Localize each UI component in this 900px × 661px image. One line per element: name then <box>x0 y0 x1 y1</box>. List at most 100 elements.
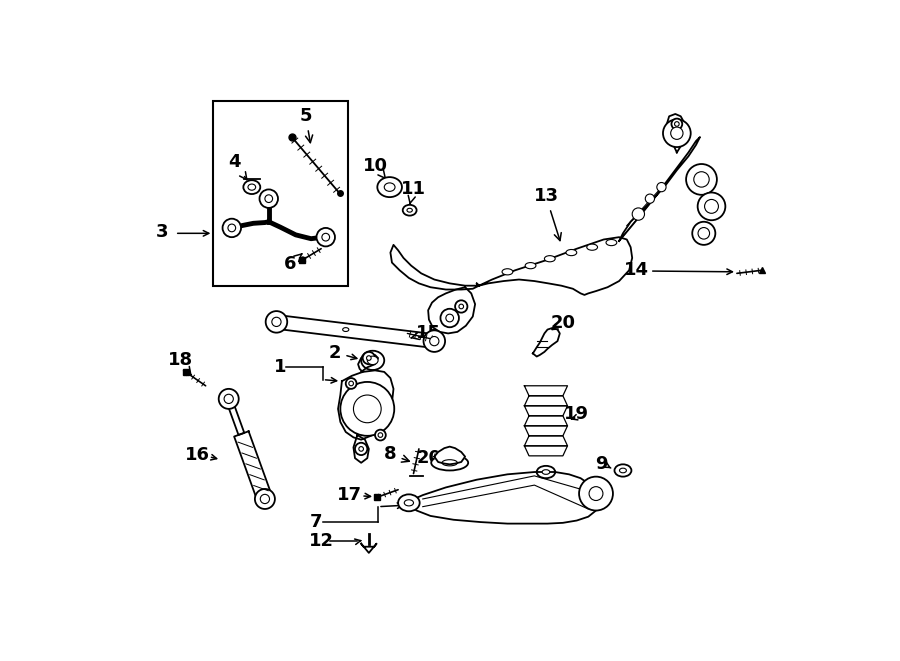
Ellipse shape <box>566 249 577 256</box>
Circle shape <box>429 336 439 346</box>
Circle shape <box>705 200 718 214</box>
Ellipse shape <box>343 328 349 332</box>
Circle shape <box>266 311 287 332</box>
Ellipse shape <box>526 262 536 269</box>
Text: 3: 3 <box>157 223 168 241</box>
Ellipse shape <box>243 180 260 194</box>
Circle shape <box>224 394 233 403</box>
Text: 9: 9 <box>595 455 608 473</box>
Circle shape <box>670 127 683 139</box>
Ellipse shape <box>619 468 626 473</box>
Ellipse shape <box>398 494 419 512</box>
Ellipse shape <box>367 356 378 365</box>
Polygon shape <box>525 436 568 446</box>
Polygon shape <box>525 446 568 456</box>
Text: 10: 10 <box>363 157 388 180</box>
Ellipse shape <box>606 239 616 246</box>
Polygon shape <box>525 386 568 396</box>
Polygon shape <box>525 396 568 406</box>
Circle shape <box>222 219 241 237</box>
Polygon shape <box>525 406 568 416</box>
Circle shape <box>259 190 278 208</box>
Circle shape <box>378 433 382 438</box>
Circle shape <box>645 194 654 204</box>
Text: 11: 11 <box>401 180 426 204</box>
Text: 7: 7 <box>310 513 323 531</box>
Text: 15: 15 <box>410 325 441 342</box>
Ellipse shape <box>384 183 395 191</box>
Polygon shape <box>358 355 378 372</box>
Text: 4: 4 <box>228 153 247 180</box>
Circle shape <box>340 382 394 436</box>
Circle shape <box>459 304 464 309</box>
Text: 13: 13 <box>534 187 562 241</box>
Text: 20: 20 <box>417 449 441 467</box>
Polygon shape <box>234 431 272 502</box>
Circle shape <box>272 317 281 327</box>
Circle shape <box>260 494 269 504</box>
Ellipse shape <box>615 464 632 477</box>
Polygon shape <box>354 435 369 463</box>
Text: 1: 1 <box>274 358 286 375</box>
Bar <box>213 101 348 286</box>
Polygon shape <box>275 315 435 348</box>
Ellipse shape <box>431 455 468 471</box>
Polygon shape <box>361 543 376 553</box>
Circle shape <box>663 120 690 147</box>
Circle shape <box>674 122 680 126</box>
Text: 14: 14 <box>625 261 649 280</box>
Circle shape <box>590 486 603 500</box>
Circle shape <box>349 381 354 386</box>
Polygon shape <box>533 328 560 356</box>
Circle shape <box>692 222 716 245</box>
Circle shape <box>363 352 375 364</box>
Circle shape <box>265 195 273 202</box>
Ellipse shape <box>442 459 457 466</box>
Circle shape <box>686 164 717 195</box>
Circle shape <box>657 182 666 192</box>
Polygon shape <box>525 416 568 426</box>
Polygon shape <box>338 370 393 440</box>
Ellipse shape <box>536 466 555 478</box>
Circle shape <box>354 395 382 423</box>
Text: 20: 20 <box>551 313 575 332</box>
Circle shape <box>455 300 467 313</box>
Ellipse shape <box>407 208 412 212</box>
Text: 16: 16 <box>185 446 211 464</box>
Circle shape <box>632 208 644 220</box>
Circle shape <box>694 172 709 187</box>
Circle shape <box>424 330 446 352</box>
Ellipse shape <box>502 269 513 275</box>
Circle shape <box>698 227 709 239</box>
Ellipse shape <box>404 500 413 506</box>
Circle shape <box>219 389 238 409</box>
Circle shape <box>355 443 367 455</box>
Circle shape <box>359 447 364 451</box>
Circle shape <box>375 430 386 440</box>
Ellipse shape <box>361 351 384 370</box>
Text: 19: 19 <box>564 405 590 423</box>
Circle shape <box>440 309 459 327</box>
Circle shape <box>579 477 613 510</box>
Ellipse shape <box>587 244 598 251</box>
Ellipse shape <box>544 256 555 262</box>
Ellipse shape <box>542 470 550 475</box>
Text: 5: 5 <box>300 107 312 143</box>
Circle shape <box>322 233 329 241</box>
Circle shape <box>366 356 371 360</box>
Text: 8: 8 <box>384 446 410 463</box>
Polygon shape <box>525 426 568 436</box>
Polygon shape <box>226 398 244 435</box>
Circle shape <box>346 378 356 389</box>
Circle shape <box>228 224 236 232</box>
Polygon shape <box>391 245 479 290</box>
Text: 2: 2 <box>328 344 341 362</box>
Polygon shape <box>619 137 700 241</box>
Ellipse shape <box>248 184 256 190</box>
Circle shape <box>317 228 335 247</box>
Polygon shape <box>428 288 475 333</box>
Polygon shape <box>406 472 598 524</box>
Text: 6: 6 <box>284 254 302 273</box>
Text: 18: 18 <box>167 352 193 375</box>
Text: 17: 17 <box>338 486 362 504</box>
